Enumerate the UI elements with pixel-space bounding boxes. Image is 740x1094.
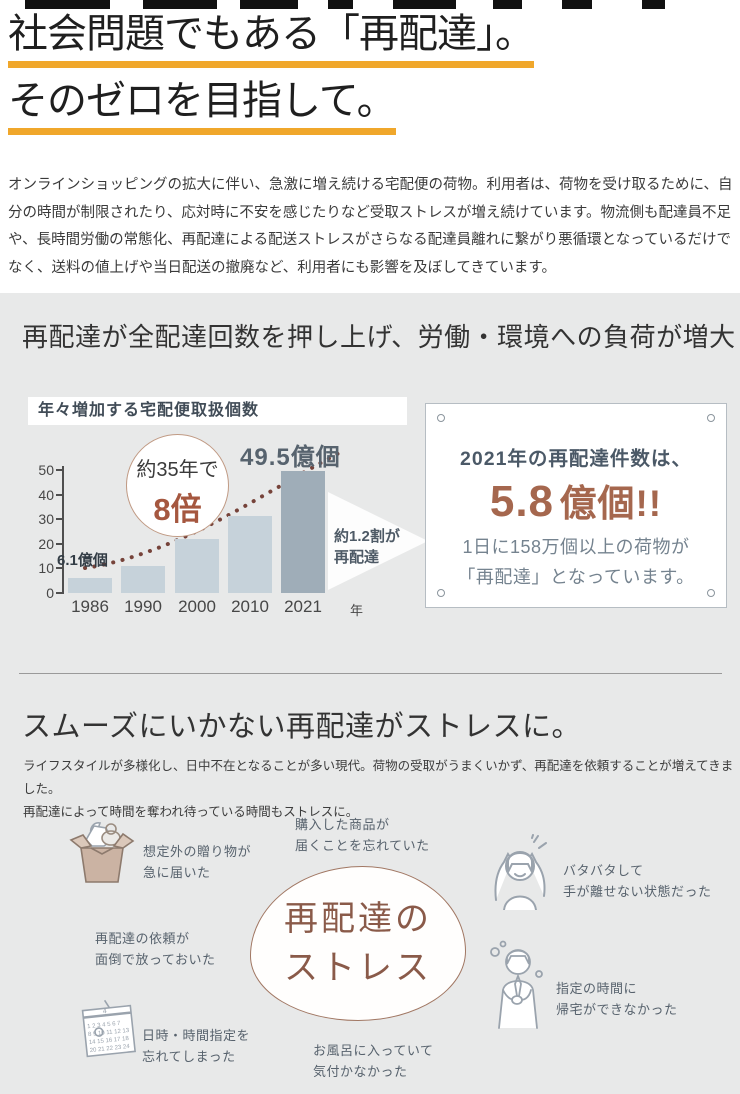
stress-item-bath: お風呂に入っていて 気付かなかった — [313, 1043, 434, 1080]
redelivery-count-plaque: 2021年の再配達件数は、 5.8 億個!! 1日に158万個以上の荷物が 「再… — [425, 403, 727, 608]
stress-item-overtime: 指定の時間に 帰宅ができなかった — [556, 981, 678, 1018]
svg-text:20 21 22 23 24: 20 21 22 23 24 — [90, 1044, 131, 1054]
svg-text:4: 4 — [103, 1008, 108, 1015]
y-axis-tick — [56, 542, 63, 545]
calendar-icon: 4 1 2 3 4 5 6 7 8 9 10 11 12 13 14 15 16… — [75, 995, 144, 1070]
cropped-text-fragment — [493, 0, 522, 9]
y-axis-tick — [56, 567, 63, 570]
growth-badge-line2: 8倍 — [153, 492, 202, 527]
hero-title: 社会問題でもある「再配達」。 そのゼロを目指して。 — [8, 10, 535, 144]
y-axis-tick-label: 30 — [38, 511, 54, 528]
svg-text:1 2 3 4 5 6 7: 1 2 3 4 5 6 7 — [87, 1021, 121, 1031]
redelivery-share-label: 約1.2割が 再配達 — [334, 528, 400, 566]
y-axis-tick-label: 20 — [38, 535, 54, 552]
y-axis-tick-label: 10 — [38, 560, 54, 577]
bar-2000 — [175, 538, 219, 593]
stress-item-busy: バタバタして 手が離せない状態だった — [563, 863, 712, 900]
y-axis-line — [62, 466, 64, 594]
cropped-text-fragment — [393, 0, 456, 9]
stress-item-request: 再配達の依頼が 面倒で放っておいた — [95, 931, 216, 968]
redelivery-stress-bubble: 再配達の ストレス — [250, 866, 466, 1021]
cropped-text-fragment — [143, 0, 217, 9]
screw-icon — [707, 414, 715, 422]
cropped-text-fragment — [562, 0, 592, 9]
section-heading-stress: スムーズにいかない再配達がストレスに。 — [22, 711, 582, 743]
plaque-subtext-line2: 「再配達」となっています。 — [457, 567, 695, 587]
gift-box-icon — [68, 816, 136, 895]
hero-title-line1: 社会問題でもある「再配達」。 — [8, 10, 535, 68]
bar-2021 — [281, 471, 325, 593]
bar-1986 — [68, 577, 112, 593]
last-bar-value-label: 49.5億個 — [240, 444, 341, 471]
flustered-person-icon — [488, 834, 552, 915]
svg-text:8 9 10 11 12 13: 8 9 10 11 12 13 — [88, 1028, 130, 1038]
stress-item-schedule: 日時・時間指定を 忘れてしまった — [142, 1028, 251, 1065]
trend-and-arrow-layer — [83, 448, 428, 590]
chart-title: 年々増加する宅配便取扱個数 — [28, 397, 407, 425]
section-heading-load: 再配達が全配達回数を押し上げ、労働・環境への負荷が増大 — [22, 322, 736, 352]
screw-icon — [437, 589, 445, 597]
screw-icon — [707, 589, 715, 597]
svg-text:14 15 16 17 18: 14 15 16 17 18 — [89, 1036, 130, 1046]
plaque-heading: 2021年の再配達件数は、 — [460, 448, 692, 470]
growth-badge: 約35年で 8倍 — [126, 434, 229, 537]
cropped-text-fragment — [240, 0, 298, 9]
redelivery-arrow-shape — [328, 492, 428, 590]
screw-icon — [437, 414, 445, 422]
bowing-person-icon — [487, 940, 545, 1035]
x-axis-tick-label: 2000 — [178, 597, 216, 616]
bar-1990 — [121, 565, 165, 593]
intro-paragraph: オンラインショッピングの拡大に伴い、急激に増え続ける宅配便の荷物。利用者は、荷物… — [8, 177, 733, 276]
section-divider — [19, 673, 722, 674]
plaque-big-number: 5.8 億個!! — [489, 477, 663, 526]
y-axis-tick — [56, 469, 63, 471]
x-axis-tick-label: 2010 — [231, 597, 269, 616]
trend-dotted-line — [83, 448, 347, 570]
cropped-text-fragment — [25, 0, 110, 9]
y-axis-tick-label: 40 — [38, 486, 54, 503]
x-axis-tick-label: 1990 — [124, 597, 162, 616]
y-axis-tick-label: 0 — [46, 585, 54, 601]
stress-description: ライフスタイルが多様化し、日中不在となることが多い現代。荷物の受取がうまくいかず… — [23, 759, 734, 819]
y-axis-tick — [56, 518, 63, 521]
stress-item-purchase: 購入した商品が 届くことを忘れていた — [295, 817, 430, 854]
parcel-volume-chart: 6.1億個 49.5億個 約35年で 8倍 約1.2割が 再配達 年 0 10 20… — [28, 390, 430, 635]
bar-chart-plot: 6.1億個 49.5億個 約35年で 8倍 約1.2割が 再配達 年 0 10 20… — [28, 390, 430, 635]
growth-badge-line1: 約35年で — [136, 459, 219, 481]
x-axis-tick-label: 2021 — [284, 597, 322, 616]
x-axis-tick-label: 1986 — [71, 597, 109, 616]
stress-item-gift: 想定外の贈り物が 急に届いた — [143, 844, 252, 881]
cropped-text-fragment — [642, 0, 665, 9]
bar-2010 — [228, 515, 272, 593]
hero-title-line2: そのゼロを目指して。 — [8, 77, 397, 135]
x-axis-unit-label: 年 — [350, 603, 364, 618]
y-axis-tick-label: 50 — [38, 462, 54, 478]
y-axis-tick — [56, 592, 63, 594]
first-bar-value-label: 6.1億個 — [57, 552, 108, 569]
cropped-text-fragment — [328, 0, 353, 9]
y-axis-tick — [56, 493, 63, 496]
plaque-subtext-line1: 1日に158万個以上の荷物が — [462, 537, 690, 557]
